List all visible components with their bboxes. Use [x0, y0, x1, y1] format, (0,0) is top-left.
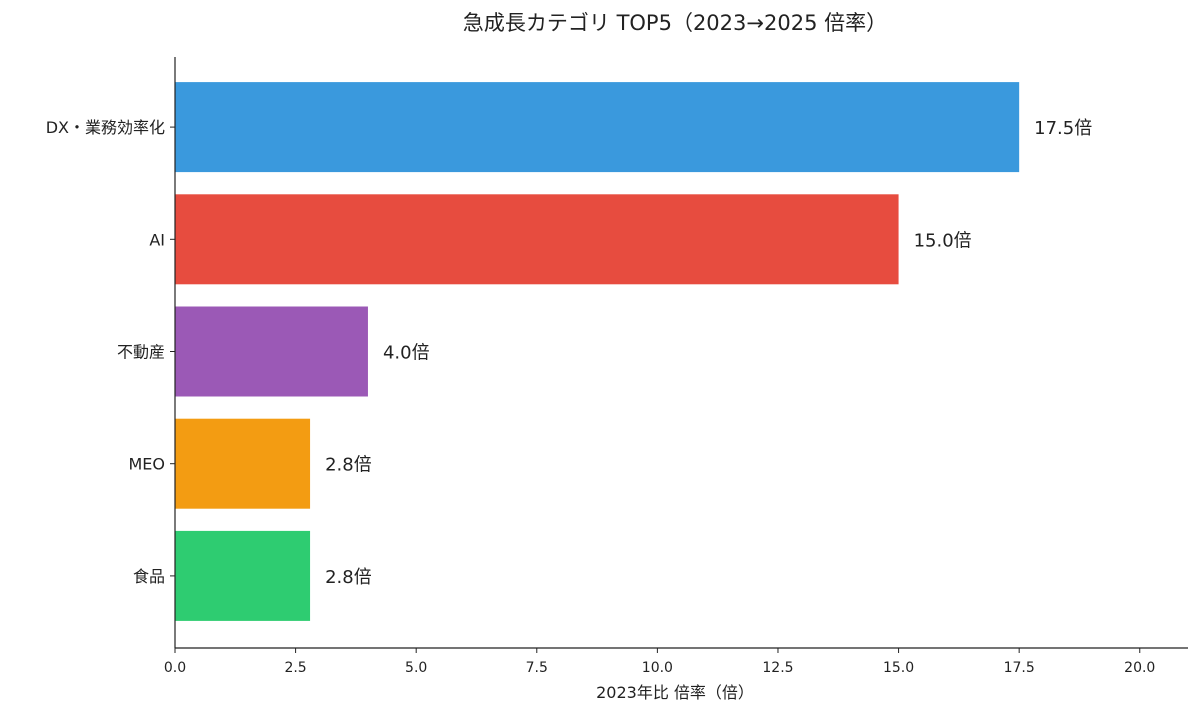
bar-0 — [175, 82, 1020, 173]
x-tick-label-5: 12.5 — [762, 660, 793, 676]
x-axis-label: 2023年比 倍率（倍） — [596, 683, 754, 702]
x-axis: 0.0 2.5 5.0 7.5 10.0 12.5 15.0 17.5 20.0 — [164, 647, 1188, 676]
category-label-2: 不動産 — [117, 343, 165, 362]
bar-value-label-3: 2.8倍 — [325, 455, 372, 476]
bar-1 — [175, 194, 899, 285]
x-tick-label-6: 15.0 — [883, 660, 914, 676]
bar-2 — [175, 306, 368, 397]
x-tick-label-0: 0.0 — [164, 660, 186, 676]
value-labels-group: 17.5倍 15.0倍 4.0倍 2.8倍 2.8倍 — [325, 118, 1092, 588]
x-tick-label-4: 10.0 — [642, 660, 673, 676]
category-label-1: AI — [149, 230, 165, 249]
chart-title: 急成長カテゴリ TOP5（2023→2025 倍率） — [463, 11, 887, 35]
x-tick-label-3: 7.5 — [526, 660, 548, 676]
category-label-3: MEO — [128, 455, 165, 474]
x-tick-label-2: 5.0 — [405, 660, 427, 676]
category-label-4: 食品 — [133, 567, 165, 586]
x-tick-label-8: 20.0 — [1124, 660, 1155, 676]
bar-value-label-2: 4.0倍 — [383, 343, 430, 364]
x-tick-label-1: 2.5 — [284, 660, 306, 676]
bars-group — [175, 82, 1020, 621]
bar-3 — [175, 418, 311, 509]
bar-value-label-0: 17.5倍 — [1034, 118, 1092, 139]
category-labels-group: DX・業務効率化 AI 不動産 MEO 食品 — [46, 118, 175, 586]
bar-4 — [175, 530, 311, 621]
x-ticks-group: 0.0 2.5 5.0 7.5 10.0 12.5 15.0 17.5 20.0 — [164, 648, 1155, 676]
bar-value-label-4: 2.8倍 — [325, 567, 372, 588]
bar-value-label-1: 15.0倍 — [914, 230, 972, 251]
category-label-0: DX・業務効率化 — [46, 118, 165, 137]
x-tick-label-7: 17.5 — [1004, 660, 1035, 676]
